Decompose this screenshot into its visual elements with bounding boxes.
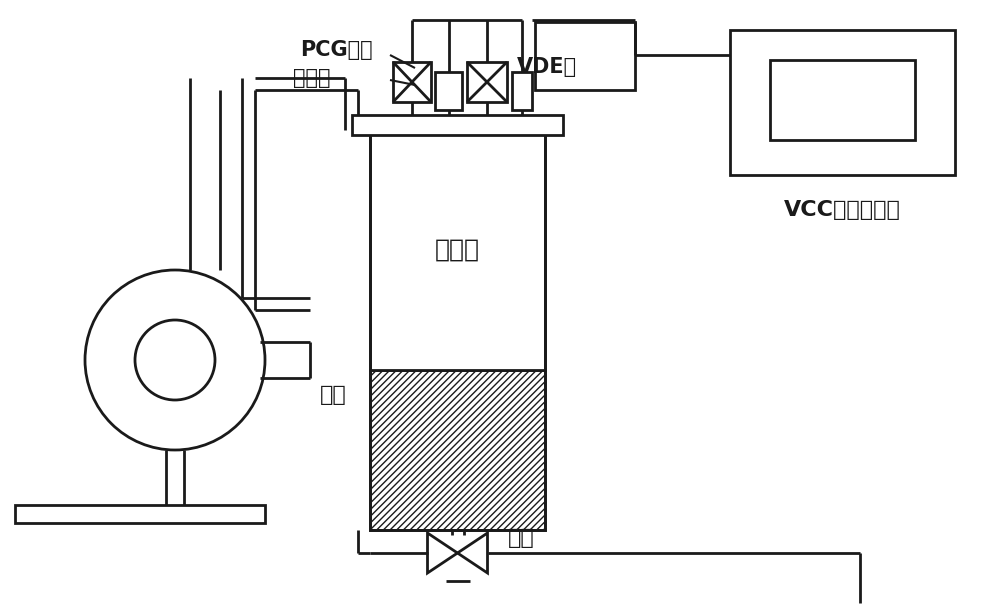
Bar — [370, 370, 545, 530]
Bar — [15, 505, 265, 523]
Circle shape — [135, 320, 215, 400]
Text: 储锂罐: 储锂罐 — [435, 238, 480, 262]
Bar — [770, 60, 915, 140]
Bar — [393, 62, 431, 102]
Bar — [512, 72, 532, 110]
Bar — [435, 72, 462, 110]
Text: 电磁阀: 电磁阀 — [293, 68, 330, 88]
Text: 阀门: 阀门 — [508, 528, 534, 548]
Bar — [730, 30, 955, 175]
Bar — [370, 130, 545, 370]
Bar — [535, 22, 635, 90]
Bar — [352, 115, 563, 135]
Text: PCG规管: PCG规管 — [300, 40, 373, 60]
Bar — [467, 62, 507, 102]
Text: VCC压力控制仪: VCC压力控制仪 — [784, 200, 901, 220]
Bar — [370, 130, 545, 530]
Text: VDE阀: VDE阀 — [517, 57, 577, 77]
Text: 干泵: 干泵 — [320, 385, 347, 405]
